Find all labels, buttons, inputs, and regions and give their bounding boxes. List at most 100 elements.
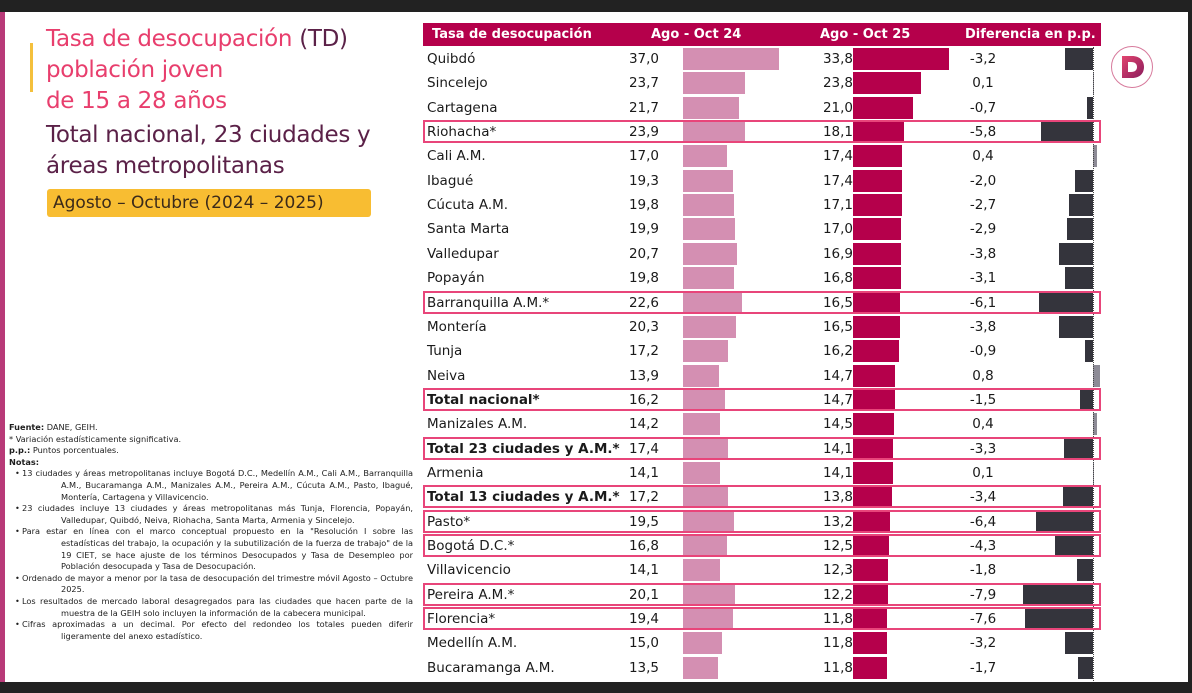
city-name: Tunja <box>427 343 463 360</box>
value-2025: 13,8 <box>822 489 853 506</box>
bar-2024 <box>683 145 728 168</box>
bar-difference <box>1059 242 1093 265</box>
value-2025: 16,9 <box>822 245 853 262</box>
value-2024: 19,9 <box>628 221 659 238</box>
bar-2024 <box>683 437 729 460</box>
note-text: Cifras aproximadas a un decimal. Por efe… <box>22 619 413 641</box>
value-difference: 0,8 <box>972 367 994 384</box>
header-ago-oct-25: Ago - Oct 25 <box>820 27 911 42</box>
value-difference: -6,1 <box>969 294 997 311</box>
title-line-5: áreas metropolitanas <box>46 153 285 179</box>
table-row: Cartagena 21,7 21,0 -0,7 <box>423 96 1101 120</box>
value-2025: 11,8 <box>822 611 853 628</box>
note-text: 23 ciudades incluye 13 ciudades y áreas … <box>22 503 413 525</box>
value-2024: 22,6 <box>628 294 659 311</box>
value-2024: 16,8 <box>628 538 659 554</box>
value-difference: -2,9 <box>969 221 997 238</box>
city-name: Villavicencio <box>427 562 511 579</box>
value-2024: 23,9 <box>628 124 659 141</box>
value-2025: 12,2 <box>822 586 853 603</box>
city-name: Cúcuta A.M. <box>427 197 509 214</box>
value-2024: 17,2 <box>628 489 659 506</box>
bar-2025 <box>853 96 913 119</box>
city-name: Neiva <box>427 367 466 384</box>
value-2024: 19,8 <box>628 197 659 214</box>
bar-difference <box>1054 535 1093 557</box>
pp-text: Puntos porcentuales. <box>30 445 119 456</box>
bar-2024 <box>683 559 720 582</box>
window-edge <box>1188 0 1192 693</box>
city-name: Total 23 ciudades y A.M.* <box>427 440 620 457</box>
title-line-3: de 15 a 28 años <box>46 88 227 114</box>
bar-2025 <box>853 559 888 582</box>
table-row: Santa Marta 19,9 17,0 -2,9 <box>423 217 1101 241</box>
value-difference: -3,2 <box>969 635 997 652</box>
value-2025: 14,7 <box>822 391 853 408</box>
bar-2024 <box>683 96 740 119</box>
title-line-2: población joven <box>46 57 224 83</box>
note-item: • Para estar en línea con el marco concep… <box>9 526 413 572</box>
bar-2025 <box>853 121 905 144</box>
value-2024: 14,2 <box>628 416 659 433</box>
bar-2024 <box>683 656 719 679</box>
bar-2025 <box>853 608 887 631</box>
bullet-icon: • <box>15 619 20 630</box>
bar-difference <box>1022 583 1093 606</box>
header-ago-oct-24: Ago - Oct 24 <box>651 27 742 42</box>
table-row: Popayán 19,8 16,8 -3,1 <box>423 266 1101 290</box>
bar-2025 <box>853 267 901 290</box>
title-accent-bar <box>30 43 33 92</box>
city-name: Cali A.M. <box>427 148 486 165</box>
table-row: Pereira A.M.* 20,1 12,2 -7,9 <box>423 583 1101 607</box>
bar-2024 <box>683 218 735 241</box>
left-accent-stripe <box>0 12 5 682</box>
city-name: Ibagué <box>427 172 474 189</box>
bar-2024 <box>683 413 720 436</box>
note-item: • Cifras aproximadas a un decimal. Por ef… <box>9 619 413 642</box>
bar-2024 <box>683 315 736 338</box>
city-name: Manizales A.M. <box>427 416 528 433</box>
city-name: Pereira A.M.* <box>427 586 515 603</box>
city-name: Medellín A.M. <box>427 635 518 652</box>
table-row: Pasto* 19,5 13,2 -6,4 <box>423 510 1101 534</box>
value-2025: 11,8 <box>822 659 853 676</box>
value-2025: 17,4 <box>822 172 853 189</box>
table-row: Valledupar 20,7 16,9 -3,8 <box>423 242 1101 266</box>
value-2025: 14,5 <box>822 416 853 433</box>
period-badge: Agosto – Octubre (2024 – 2025) <box>47 189 371 217</box>
bar-2024 <box>683 121 746 144</box>
note-item: • Ordenado de mayor a menor por la tasa d… <box>9 573 413 596</box>
bar-2024 <box>683 291 742 314</box>
title-td-label: Tasa de desocupación <box>46 26 300 52</box>
value-2024: 19,4 <box>628 611 659 628</box>
value-2024: 21,7 <box>628 99 659 116</box>
bar-2025 <box>853 145 903 168</box>
value-2025: 16,5 <box>822 294 853 311</box>
city-name: Armenia <box>427 464 484 481</box>
city-name: Sincelejo <box>427 75 488 92</box>
value-2025: 17,1 <box>822 197 853 214</box>
value-difference: -6,4 <box>969 513 997 530</box>
value-difference: -5,8 <box>969 124 997 141</box>
city-name: Montería <box>427 318 487 335</box>
value-difference: -3,8 <box>969 318 997 335</box>
value-2024: 14,1 <box>628 464 659 481</box>
table-row: Montería 20,3 16,5 -3,8 <box>423 315 1101 339</box>
bar-difference <box>1064 48 1093 70</box>
value-difference: -3,4 <box>969 489 997 506</box>
bar-difference <box>1076 559 1093 582</box>
table-row: Florencia* 19,4 11,8 -7,6 <box>423 607 1101 631</box>
table-row: Tunja 17,2 16,2 -0,9 <box>423 339 1101 363</box>
bar-2025 <box>853 413 895 436</box>
bar-2024 <box>683 194 735 217</box>
city-name: Bogotá D.C.* <box>427 538 515 554</box>
bar-difference <box>1038 291 1093 314</box>
bar-2024 <box>683 364 720 387</box>
bar-2024 <box>683 169 734 192</box>
note-text: Los resultados de mercado laboral desagr… <box>22 595 413 618</box>
bar-2024 <box>683 48 780 70</box>
slide: Tasa de desocupación (TD) población jove… <box>0 12 1188 682</box>
bar-2025 <box>853 315 900 338</box>
bar-2025 <box>853 364 895 387</box>
bar-2024 <box>683 388 726 411</box>
